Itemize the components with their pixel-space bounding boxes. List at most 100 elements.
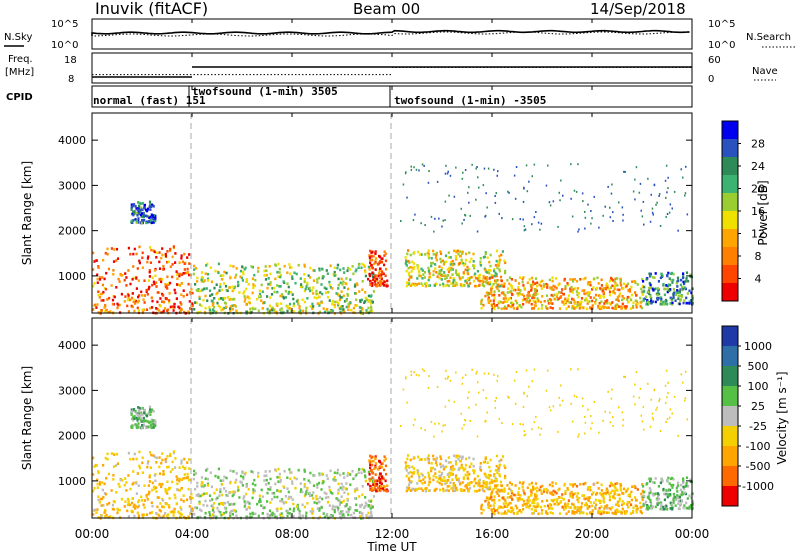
power-cell xyxy=(139,210,142,213)
power-cell xyxy=(448,279,451,283)
velocity-cell xyxy=(631,485,634,488)
velocity-cell xyxy=(251,470,254,474)
power-cell xyxy=(269,272,272,276)
velocity-cell xyxy=(423,369,425,372)
velocity-cell xyxy=(480,507,483,511)
velocity-cell xyxy=(486,486,489,490)
velocity-cell xyxy=(440,471,444,475)
velocity-cell xyxy=(359,515,362,518)
power-cell xyxy=(508,276,512,279)
velocity-cell xyxy=(367,504,370,507)
power-cell xyxy=(279,275,282,279)
velocity-cell xyxy=(660,501,663,504)
power-cell xyxy=(96,277,99,281)
power-cell xyxy=(545,184,548,187)
power-cell xyxy=(602,291,606,295)
power-cell xyxy=(136,300,139,304)
velocity-cell xyxy=(153,474,156,477)
power-cell xyxy=(414,284,417,287)
velocity-cell xyxy=(309,510,312,513)
power-cell xyxy=(213,297,216,300)
power-cell xyxy=(202,298,205,302)
power-cell xyxy=(347,266,350,270)
velocity-cell xyxy=(320,506,323,509)
velocity-cell xyxy=(616,482,619,485)
velocity-cell xyxy=(183,473,186,476)
velocity-cell xyxy=(108,501,111,505)
power-cell xyxy=(569,278,572,281)
velocity-cell xyxy=(640,495,643,499)
velocity-cell xyxy=(589,488,592,492)
power-cell xyxy=(410,270,413,273)
velocity-cell xyxy=(412,467,415,470)
velocity-cell xyxy=(417,455,420,459)
power-cell xyxy=(309,305,312,308)
power-cell xyxy=(569,290,572,293)
power-cell xyxy=(229,307,232,310)
velocity-cell xyxy=(536,497,539,501)
velocity-cell xyxy=(211,504,214,508)
power-cell xyxy=(543,285,546,288)
power-cell xyxy=(268,304,272,308)
velocity-cell xyxy=(292,514,295,518)
velocity-cell xyxy=(331,507,334,511)
power-cell xyxy=(250,265,253,268)
power-cell xyxy=(572,288,575,291)
power-cell xyxy=(347,308,350,312)
power-cell xyxy=(490,290,493,294)
power-cell xyxy=(585,297,588,300)
ytick-label: 1000 xyxy=(58,475,86,488)
velocity-cell xyxy=(479,465,482,469)
power-cell xyxy=(374,268,377,271)
velocity-cell xyxy=(181,465,185,469)
power-cell xyxy=(475,198,477,201)
power-cell xyxy=(522,303,525,306)
power-cell xyxy=(551,279,554,283)
velocity-cell xyxy=(206,504,209,507)
power-cell xyxy=(482,276,485,280)
velocity-cell xyxy=(545,511,548,514)
power-cell xyxy=(684,194,686,197)
power-cell xyxy=(677,294,680,298)
power-cell xyxy=(126,298,129,302)
velocity-cell xyxy=(569,483,572,486)
velocity-cell xyxy=(639,509,642,513)
velocity-cell xyxy=(150,453,153,457)
velocity-cell xyxy=(586,507,589,510)
velocity-cell xyxy=(606,504,609,507)
velocity-cell xyxy=(570,402,572,405)
velocity-cell xyxy=(484,499,487,503)
velocity-cell xyxy=(115,491,118,494)
power-cell xyxy=(551,294,555,298)
velocity-cell xyxy=(621,503,624,507)
velocity-cell xyxy=(148,451,152,454)
power-cell xyxy=(323,286,326,290)
power-cell xyxy=(218,297,221,301)
velocity-cell xyxy=(668,416,671,419)
power-cell xyxy=(146,257,149,260)
power-cell xyxy=(571,304,574,308)
power-cell xyxy=(690,291,693,295)
velocity-cell xyxy=(518,509,521,512)
velocity-cell xyxy=(130,410,134,414)
velocity-cell xyxy=(137,412,140,415)
power-cell xyxy=(684,192,687,195)
power-cell xyxy=(406,196,408,199)
velocity-cell xyxy=(347,471,350,475)
velocity-cell xyxy=(303,470,306,473)
power-cell xyxy=(345,305,348,309)
power-cell xyxy=(229,286,232,289)
velocity-cell xyxy=(641,483,644,486)
time-axis: 00:00 04:00 08:00 12:00 16:00 20:00 00:00 xyxy=(75,19,709,541)
velocity-cell xyxy=(354,474,357,478)
colorbar-tick-label: 25 xyxy=(751,400,765,413)
velocity-cell xyxy=(581,397,584,400)
power-cell xyxy=(135,219,138,222)
velocity-cell xyxy=(456,488,459,492)
velocity-cell xyxy=(290,471,293,474)
velocity-cell xyxy=(505,512,508,515)
velocity-cell xyxy=(671,412,673,415)
power-cell xyxy=(169,265,172,269)
power-cell xyxy=(461,250,464,254)
velocity-cell xyxy=(427,457,430,461)
